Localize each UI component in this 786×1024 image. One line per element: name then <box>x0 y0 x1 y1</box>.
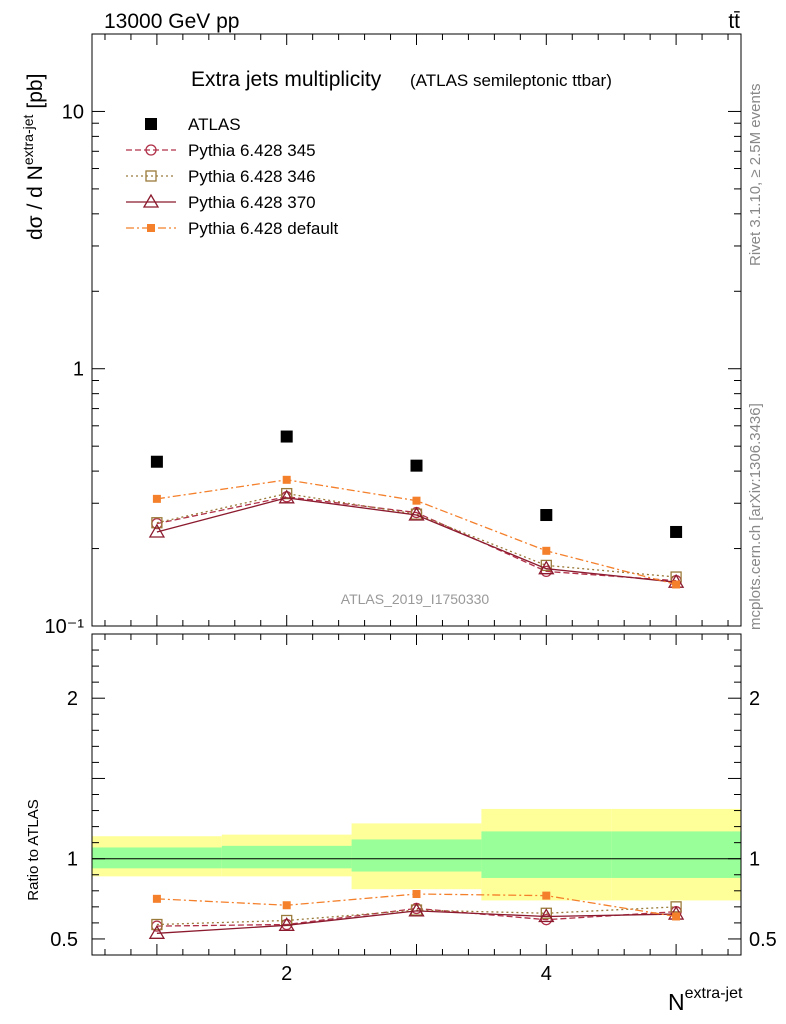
ratio-green-band <box>481 831 612 878</box>
data-point <box>542 546 551 555</box>
ratio-green-band <box>351 839 482 872</box>
data-point <box>280 430 293 443</box>
ratio-data-point <box>542 891 551 900</box>
x-tick-label: 4 <box>541 963 552 985</box>
legend-label: Pythia 6.428 345 <box>188 141 316 160</box>
series-pythia-6-428-default <box>152 475 681 589</box>
data-point <box>672 580 681 589</box>
data-point <box>148 523 166 538</box>
data-point <box>150 455 163 468</box>
ratio-y-tick-label: 0.5 <box>50 929 78 951</box>
ratio-data-point <box>148 925 166 939</box>
data-point <box>670 525 683 538</box>
ratio-plot-frame <box>91 633 742 956</box>
data-point <box>152 494 161 503</box>
series-line <box>156 496 677 582</box>
y-axis-label-main: dσ / d N <box>24 165 47 240</box>
ratio-data-point <box>540 914 552 926</box>
y-axis-label-sup: extra-jet <box>20 114 36 165</box>
ratio-y-axis-label: Ratio to ATLAS <box>25 799 42 900</box>
y-tick-label: 10⁻¹ <box>45 616 85 638</box>
data-point <box>281 487 293 500</box>
legend-entry: Pythia 6.428 345 <box>126 141 316 160</box>
rivet-version-label: Rivet 3.1.10, ≥ 2.5M events <box>747 84 764 267</box>
ratio-data-point <box>282 901 291 910</box>
y-axis-label: dσ / d Nextra-jet [pb] <box>20 74 47 240</box>
ratio-panel: 2 4 0.5 0.5 1 1 2 2 Ratio to ATLAS <box>25 633 777 985</box>
series-line <box>156 479 677 586</box>
legend-label: Pythia 6.428 default <box>188 219 339 238</box>
ratio-green-band <box>92 847 222 869</box>
energy-label: 13000 GeV pp <box>104 10 239 33</box>
chart-title: Extra jets multiplicity <box>191 68 382 91</box>
ratio-series-line <box>156 907 677 927</box>
data-point <box>282 475 291 484</box>
data-point <box>538 560 555 575</box>
x-axis-label-sup: extra-jet <box>685 985 743 1002</box>
ratio-data-point <box>412 890 421 899</box>
data-point <box>151 517 163 529</box>
y-axis-label-unit: [pb] <box>24 74 47 109</box>
x-tick-label: 2 <box>281 963 292 985</box>
data-point <box>540 509 553 522</box>
process-label: tt̄ <box>728 10 740 33</box>
data-point <box>278 489 295 504</box>
ratio-green-band <box>611 831 741 878</box>
svg-text:dσ / d Nextra-jet[pb]: dσ / d Nextra-jet [pb] <box>20 74 47 240</box>
ratio-data-point <box>408 902 425 917</box>
legend-entry: Pythia 6.428 346 <box>126 167 316 186</box>
data-point <box>408 506 425 521</box>
legend-marker <box>145 118 157 130</box>
ratio-data-point <box>278 917 295 931</box>
ratio-data-point <box>672 912 681 921</box>
analysis-id-label: ATLAS_2019_I1750330 <box>341 591 490 607</box>
ratio-series-pythia-6-428-345 <box>151 902 682 932</box>
legend: ATLAS Pythia 6.428 345 Pythia 6.428 346 Pyt… <box>126 115 339 238</box>
x-axis-label: Nextra-jet <box>668 985 743 1015</box>
legend-marker <box>147 224 155 232</box>
ratio-y-tick-label: 1 <box>67 849 78 871</box>
ratio-y-tick-label-right: 2 <box>749 688 760 710</box>
ratio-series-pythia-6-428-370 <box>148 902 685 939</box>
chart-subtitle: (ATLAS semileptonic ttbar) <box>410 71 612 90</box>
legend-entry: ATLAS <box>145 115 241 134</box>
y-tick-label: 1 <box>73 359 84 381</box>
ratio-series-line <box>156 910 677 934</box>
legend-entry: Pythia 6.428 default <box>126 219 339 238</box>
ratio-data-point <box>538 908 555 923</box>
series-atlas <box>150 430 683 538</box>
ratio-series-line <box>156 906 677 926</box>
ratio-data-point <box>152 894 161 903</box>
main-panel: 1 10 10⁻¹ Extra jets multiplicity (ATLAS s… <box>20 33 742 638</box>
ratio-green-band <box>221 845 352 869</box>
mcplots-label: mcplots.cern.ch [arXiv:1306.3436] <box>747 403 764 630</box>
ratio-y-tick-label-right: 1 <box>749 849 760 871</box>
legend-entry: Pythia 6.428 370 <box>126 193 316 212</box>
x-axis-label-main: N <box>668 989 685 1015</box>
series-line <box>156 497 677 583</box>
series-pythia-6-428-370 <box>148 489 685 588</box>
ratio-y-tick-label: 2 <box>67 688 78 710</box>
legend-label: Pythia 6.428 370 <box>188 193 316 212</box>
y-tick-label: 10 <box>62 101 84 123</box>
ratio-series-pythia-6-428-default <box>152 890 681 921</box>
ratio-data-point <box>151 918 163 931</box>
data-point <box>540 559 552 572</box>
data-point <box>410 459 423 472</box>
legend-marker <box>142 193 160 208</box>
legend-marker <box>145 144 157 156</box>
legend-label: ATLAS <box>188 115 241 134</box>
data-point <box>412 496 421 505</box>
ratio-data-point <box>670 901 682 913</box>
legend-label: Pythia 6.428 346 <box>188 167 316 186</box>
ratio-y-tick-label-right: 0.5 <box>749 929 777 951</box>
legend-marker <box>145 170 157 182</box>
